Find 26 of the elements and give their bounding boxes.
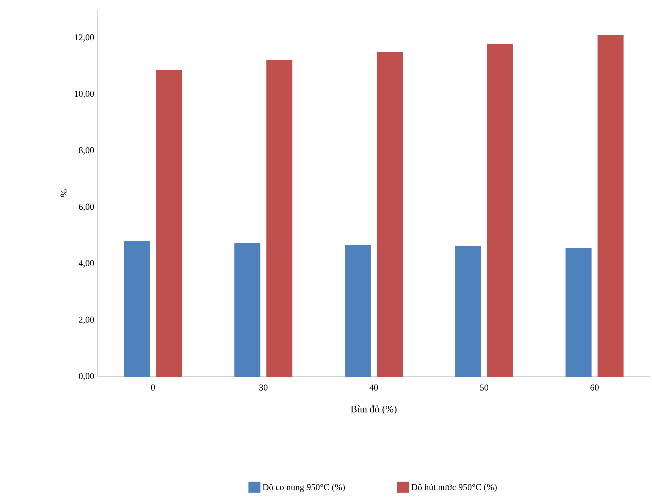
x-tick-label: 40 [370, 384, 378, 391]
y-tick-label: 12,00 [75, 34, 94, 42]
legend-label: Độ co nung 950°C (%) [262, 484, 346, 492]
y-tick-label: 10,00 [75, 91, 94, 98]
bar [487, 44, 514, 377]
y-axis-title: % [60, 190, 68, 198]
x-tick-label: 0 [151, 384, 156, 391]
bar [234, 243, 261, 377]
bar [566, 248, 592, 377]
bar [345, 245, 372, 377]
legend-label: Độ hút nước 950°C (%) [412, 484, 497, 492]
y-tick-label: 2,00 [79, 316, 94, 324]
y-tick-label: 6,00 [79, 204, 94, 212]
x-tick-label: 30 [260, 384, 268, 391]
bar [455, 246, 482, 377]
y-tick-label: 4,00 [78, 260, 94, 268]
y-tick-label: 0,00 [79, 373, 94, 381]
y-tick-label: 8,00 [79, 147, 94, 155]
bar [377, 52, 404, 377]
bar [156, 70, 182, 377]
x-tick-label: 50 [480, 384, 489, 391]
x-axis-title: Bùn đỏ (%) [351, 406, 397, 415]
x-tick-label: 60 [590, 384, 599, 391]
bar [124, 241, 150, 377]
bar [598, 35, 624, 377]
bar [266, 60, 293, 377]
